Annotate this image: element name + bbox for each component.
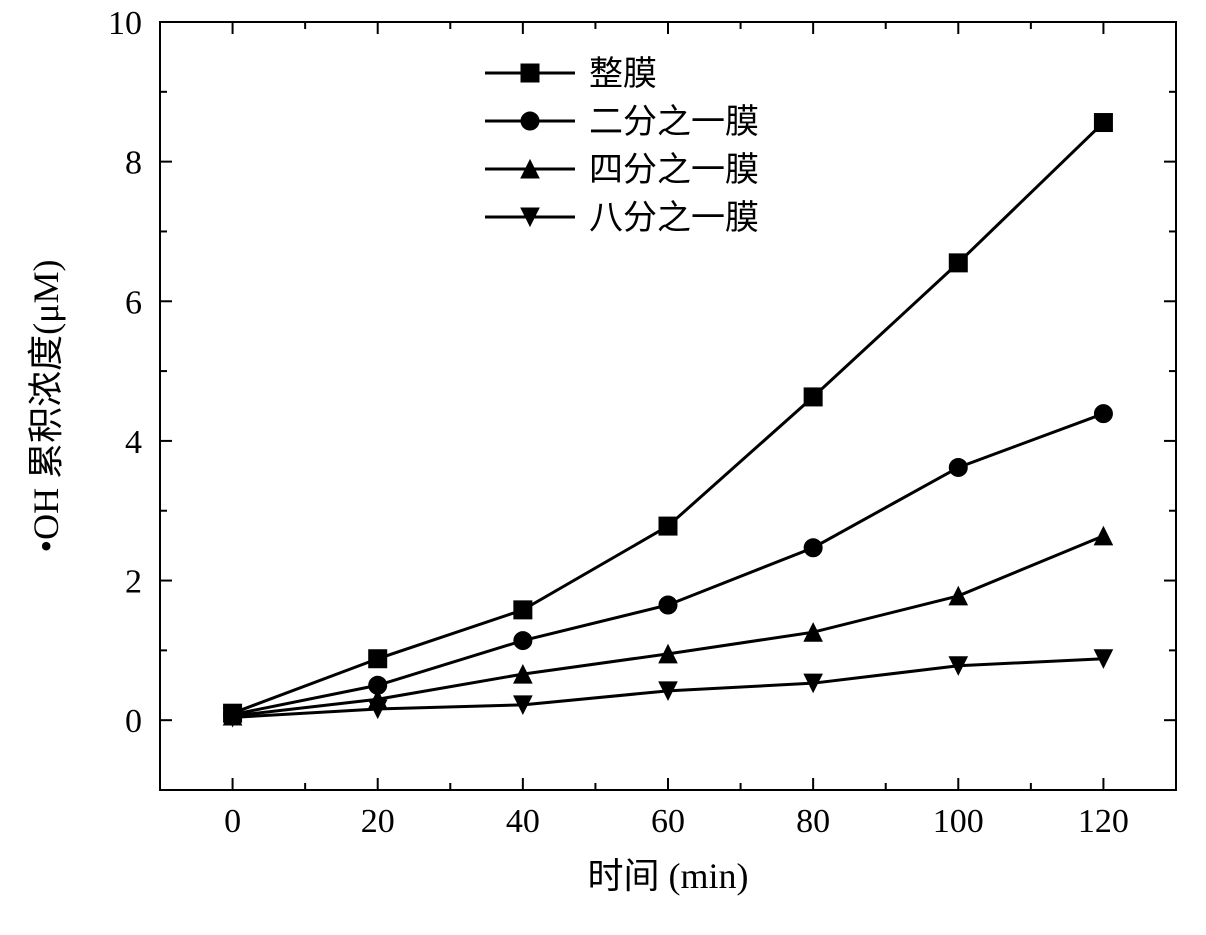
x-tick-label: 100 bbox=[933, 803, 984, 840]
x-tick-label: 20 bbox=[361, 803, 395, 840]
y-tick-label: 4 bbox=[125, 424, 142, 461]
x-tick-label: 40 bbox=[506, 803, 540, 840]
legend-label: 四分之一膜 bbox=[589, 151, 759, 189]
line-chart: 0 20 40 60 80 100 120 0 2 4 6 8 10 时间 (min) •OH 累积浓度(μ… bbox=[0, 0, 1206, 935]
y-tick-label: 0 bbox=[125, 703, 142, 740]
x-tick-label: 120 bbox=[1078, 803, 1129, 840]
y-tick-label: 10 bbox=[108, 5, 142, 42]
chart-container: 0 20 40 60 80 100 120 0 2 4 6 8 10 时间 (min) •OH 累积浓度(μ… bbox=[0, 0, 1206, 935]
x-tick-label: 80 bbox=[796, 803, 830, 840]
legend-label: 二分之一膜 bbox=[589, 103, 759, 141]
legend-label: 整膜 bbox=[589, 55, 657, 93]
y-tick-label: 6 bbox=[125, 284, 142, 321]
y-tick-label: 8 bbox=[125, 145, 142, 182]
legend-label: 八分之一膜 bbox=[589, 199, 759, 237]
x-tick-label: 0 bbox=[224, 803, 241, 840]
x-axis-label: 时间 (min) bbox=[588, 856, 749, 896]
x-tick-label: 60 bbox=[651, 803, 685, 840]
y-axis-label: •OH 累积浓度(μM) bbox=[26, 260, 66, 553]
y-tick-label: 2 bbox=[125, 564, 142, 601]
